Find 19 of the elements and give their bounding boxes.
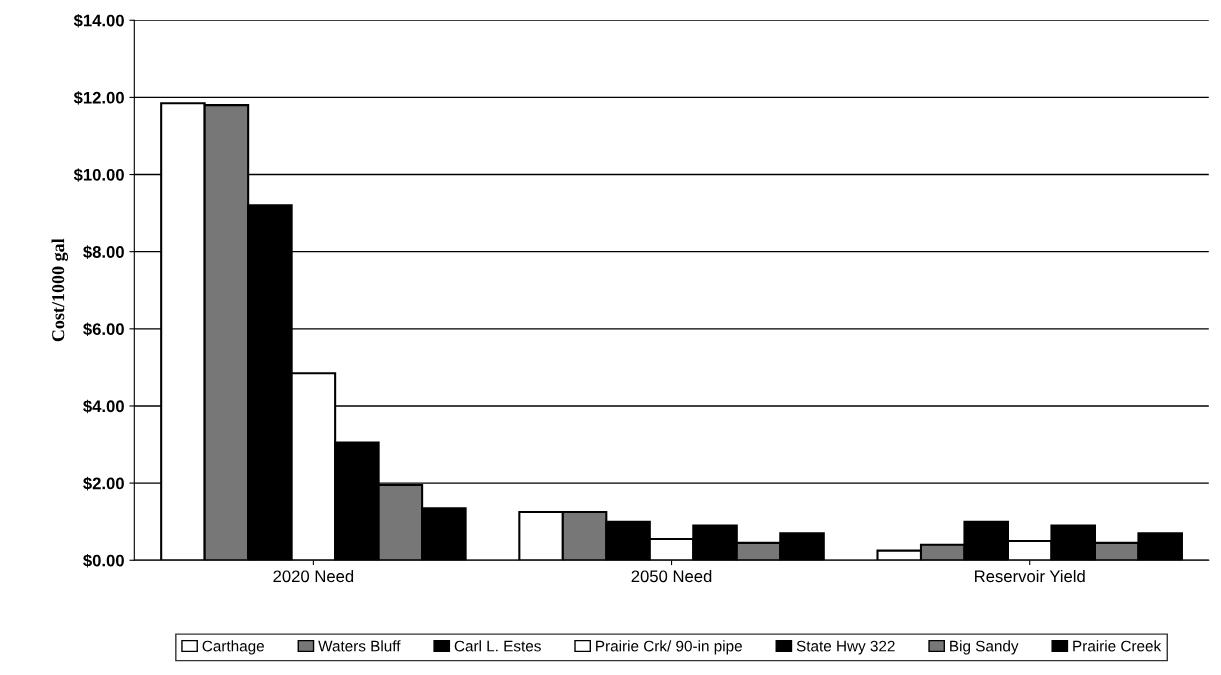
y-tick-label: $0.00 <box>83 553 124 568</box>
y-tick-label: $14.00 <box>73 13 124 28</box>
y-tick-label: $12.00 <box>73 91 124 105</box>
y-tick-label: $4.00 <box>83 399 124 414</box>
legend-label: Carl L. Estes <box>454 640 541 652</box>
x-tick-label: Reservoir Yield <box>975 569 1085 583</box>
legend-label: Prairie Crk/ 90-in pipe <box>596 640 742 655</box>
legend-label: Waters Bluff <box>318 640 401 652</box>
y-tick-label: $8.00 <box>83 245 124 259</box>
legend-label: Prairie Creek <box>1073 640 1162 652</box>
y-axis-title: Cost/1000 gal <box>51 238 69 342</box>
y-tick-label: $2.00 <box>83 476 124 491</box>
y-tick-label: $6.00 <box>83 322 124 337</box>
legend-label: Big Sandy <box>950 640 1019 655</box>
x-tick-label: 2050 Need <box>631 569 712 583</box>
x-tick-label: 2020 Need <box>273 569 354 583</box>
y-tick-label: $10.00 <box>73 168 124 182</box>
legend-label: Carthage <box>202 640 264 655</box>
legend-label: State Hwy 322 <box>796 640 895 655</box>
